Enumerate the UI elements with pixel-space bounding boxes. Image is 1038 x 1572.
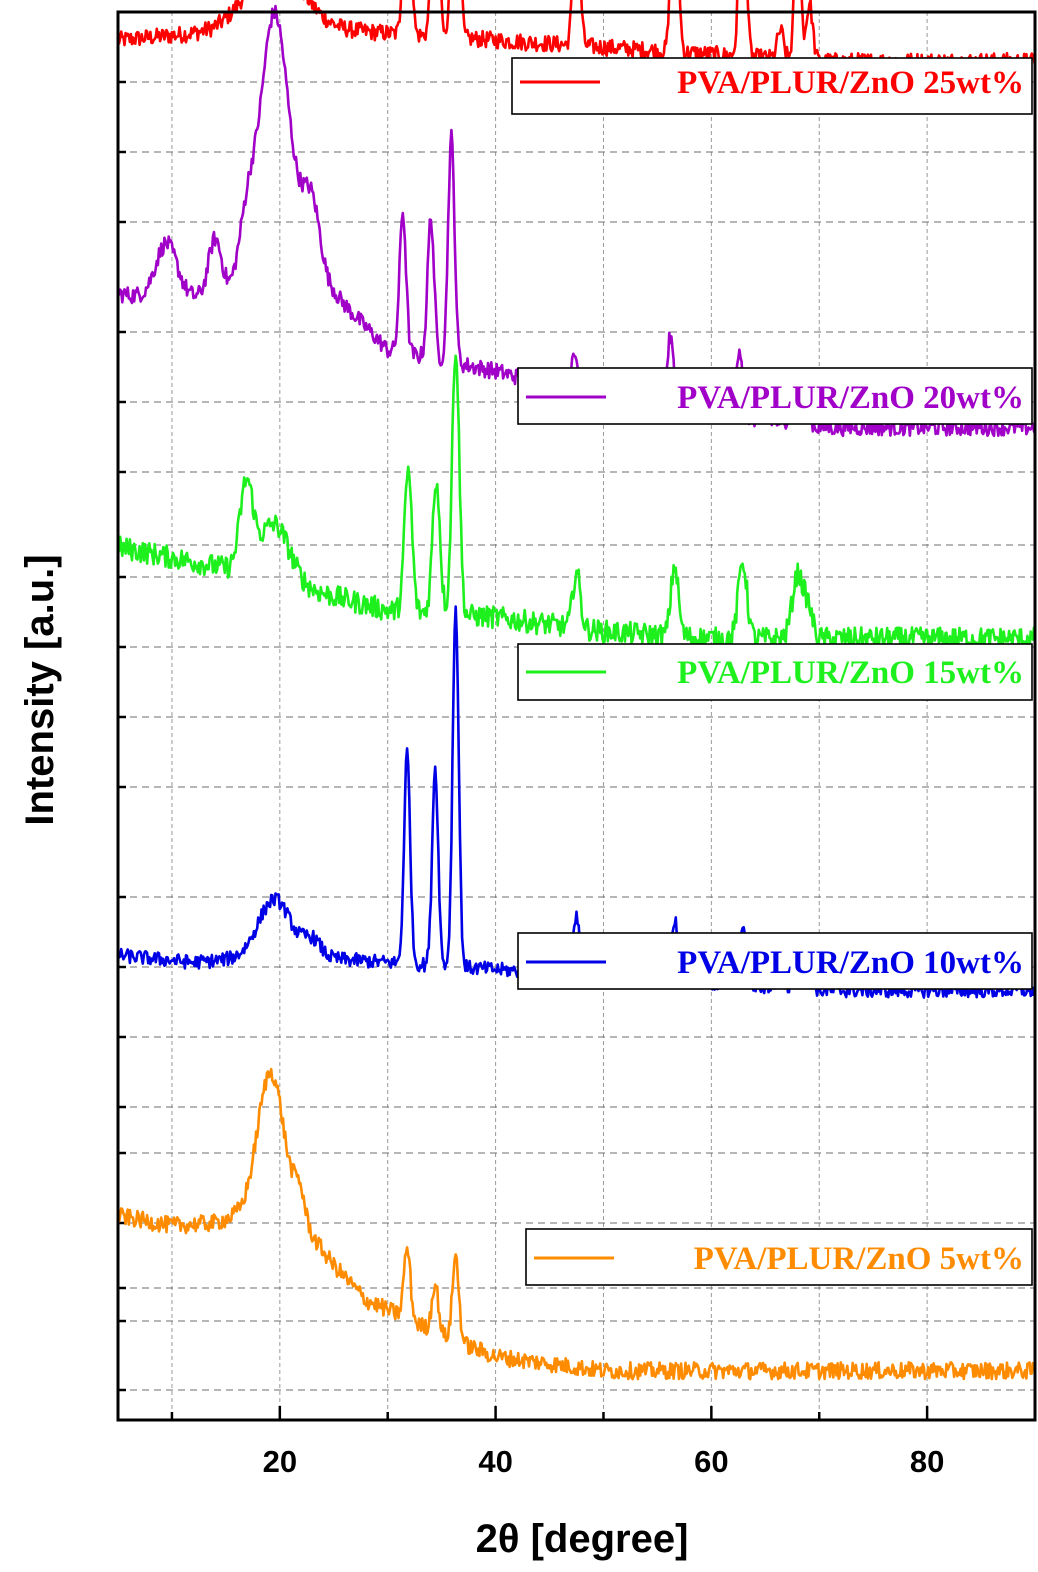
legend-label: PVA/PLUR/ZnO 5wt% <box>694 1241 1024 1277</box>
series-line-2 <box>116 4 1037 438</box>
x-tick-label: 80 <box>910 1444 944 1479</box>
plot-frame <box>116 10 1037 1422</box>
legend-label: PVA/PLUR/ZnO 20wt% <box>677 380 1024 416</box>
x-axis-tick-labels: 20 40 60 80 <box>263 1444 945 1479</box>
x-tick-label: 60 <box>694 1444 728 1479</box>
x-tick-label: 20 <box>263 1444 297 1479</box>
series-line-3 <box>116 354 1037 652</box>
y-axis-label: Intensity [a.u.] <box>18 554 62 825</box>
x-axis-ticks <box>170 1406 929 1420</box>
legend-entry-4: PVA/PLUR/ZnO 10wt% <box>517 932 1033 990</box>
legend-entry-2: PVA/PLUR/ZnO 20wt% <box>517 367 1033 425</box>
x-axis-label: 2θ [degree] <box>476 1517 689 1561</box>
legend-label: PVA/PLUR/ZnO 25wt% <box>677 65 1024 101</box>
legend-label: PVA/PLUR/ZnO 15wt% <box>677 655 1024 691</box>
series-line-5 <box>116 1067 1037 1381</box>
legend-entry-1: PVA/PLUR/ZnO 25wt% <box>511 57 1033 115</box>
legend-label: PVA/PLUR/ZnO 10wt% <box>677 945 1024 981</box>
legend-entry-3: PVA/PLUR/ZnO 15wt% <box>517 643 1033 701</box>
legends: PVA/PLUR/ZnO 25wt% PVA/PLUR/ZnO 20wt% PVA/… <box>511 57 1033 1286</box>
legend-box <box>511 57 1033 115</box>
legend-entry-5: PVA/PLUR/ZnO 5wt% <box>525 1228 1033 1286</box>
x-tick-label: 40 <box>478 1444 512 1479</box>
